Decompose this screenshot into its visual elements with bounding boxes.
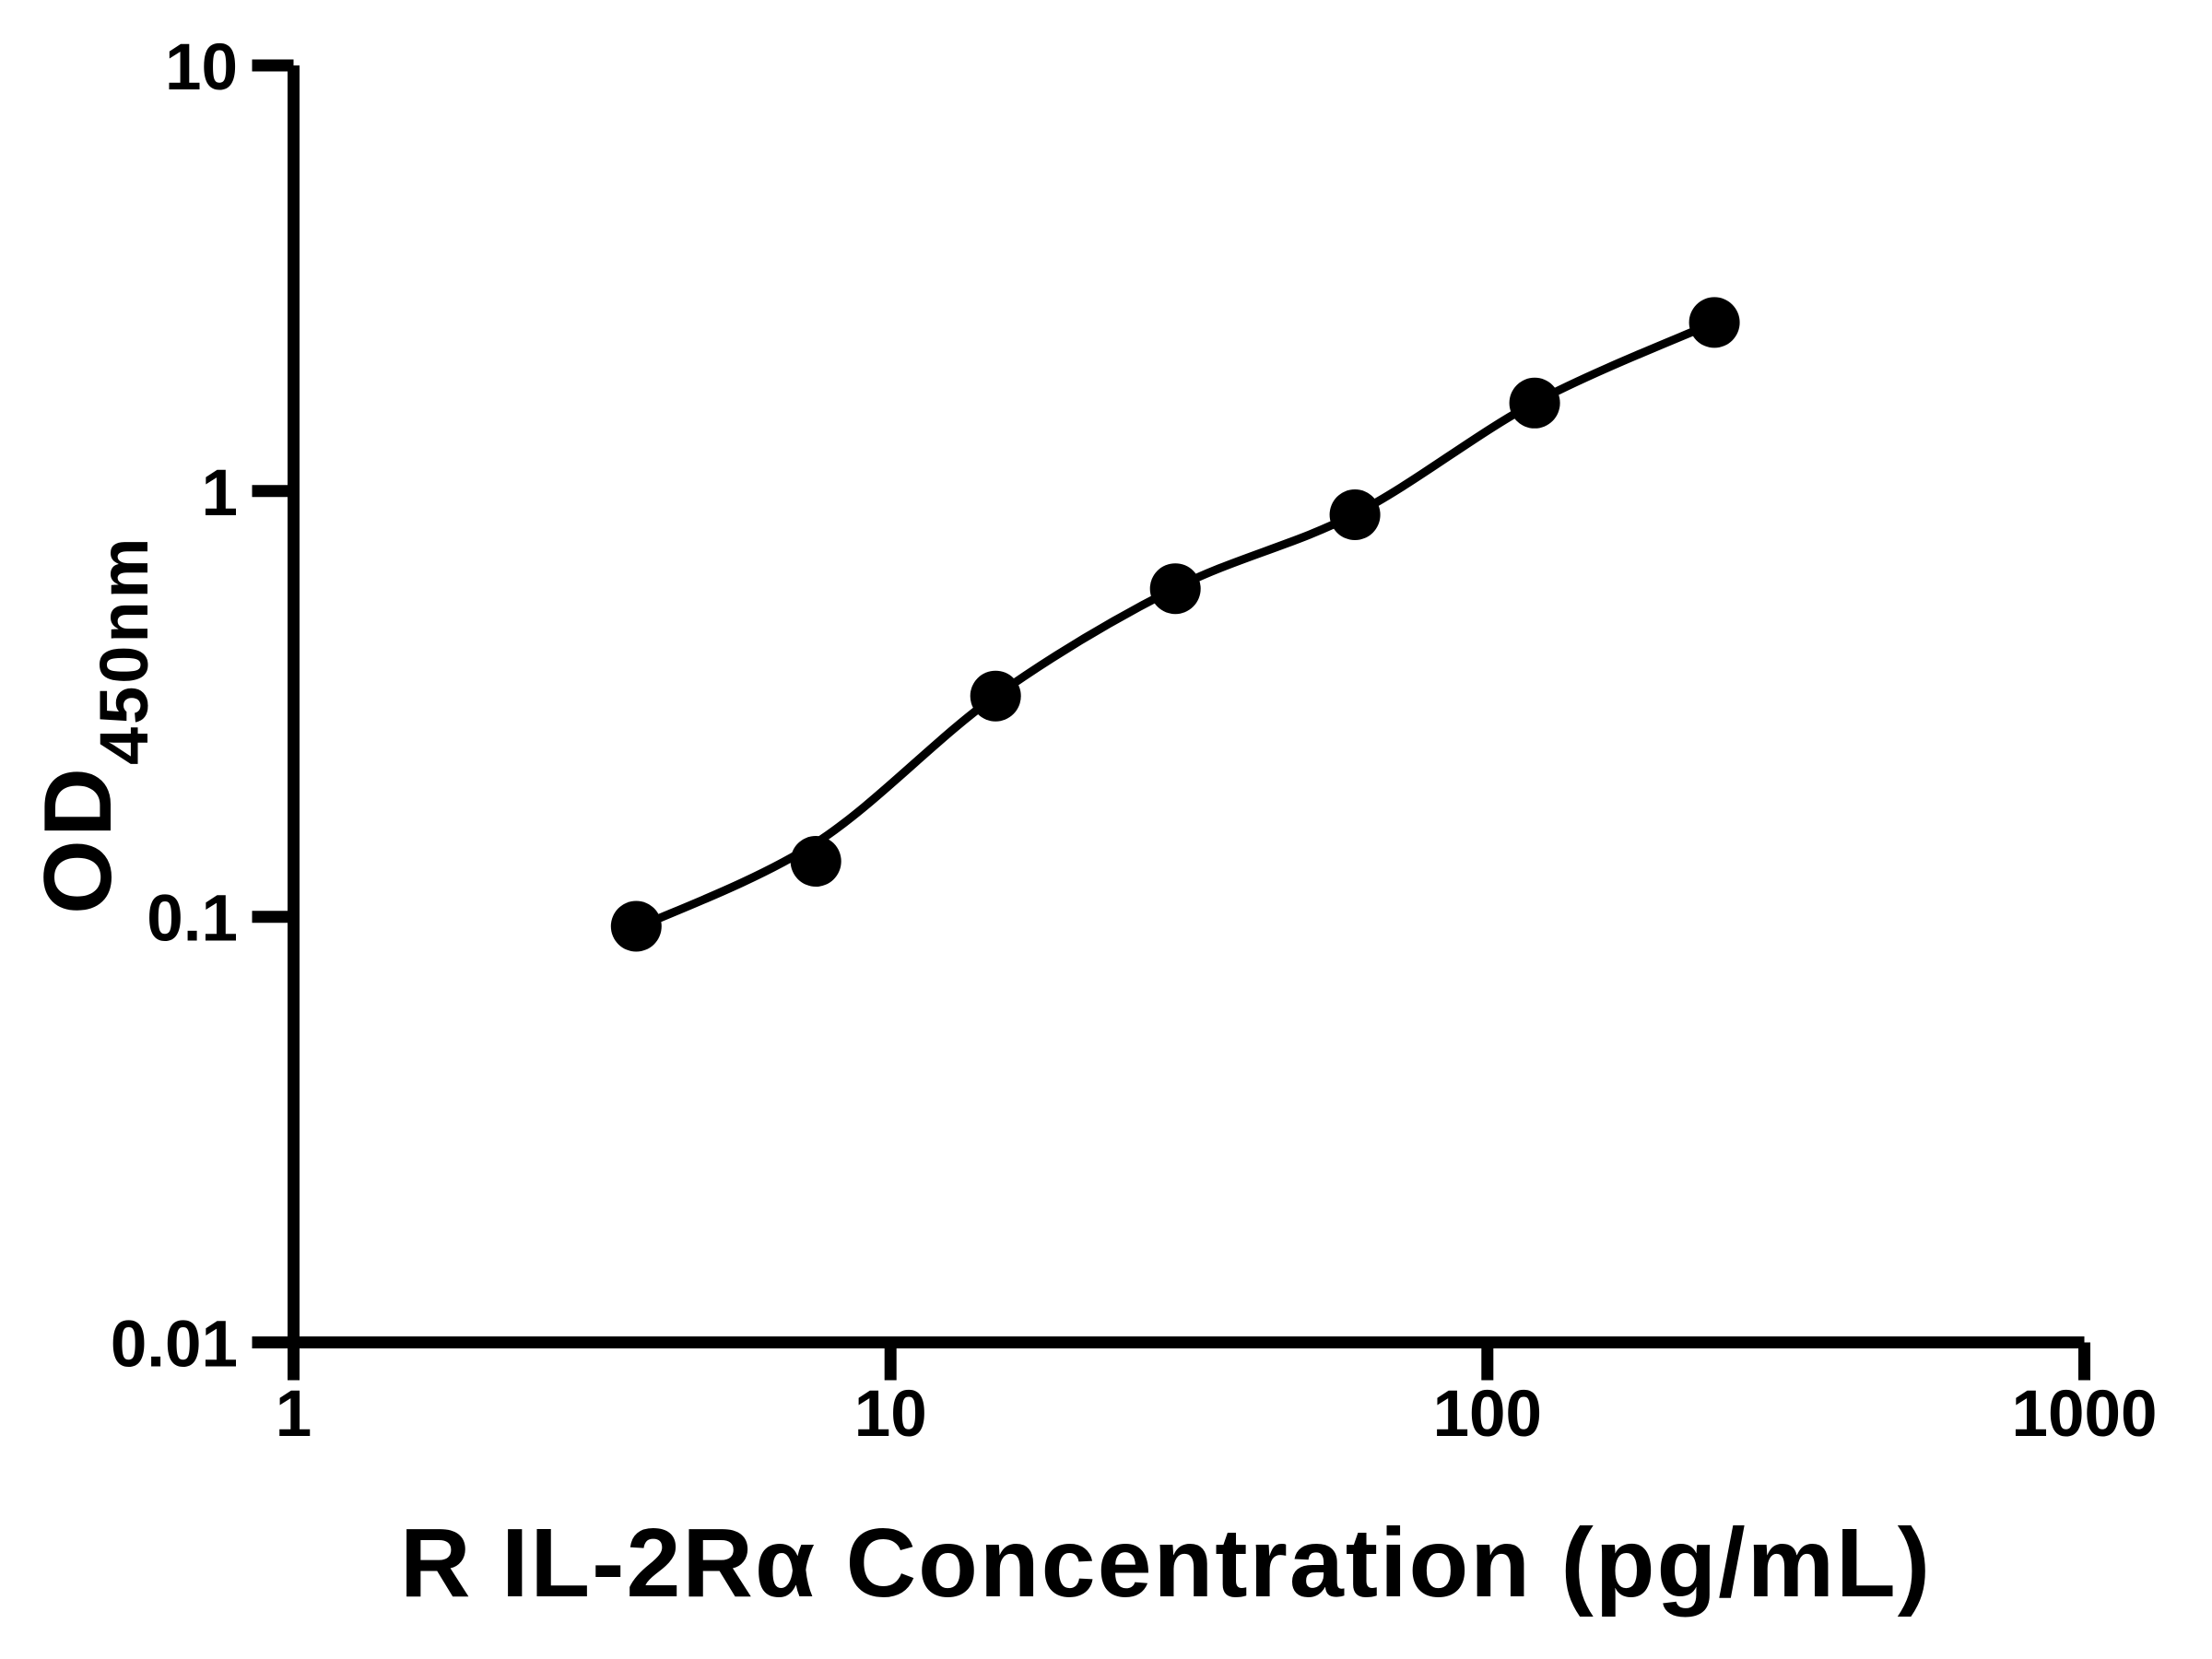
axis-spines	[288, 65, 2085, 1348]
y-tick-label: 0.01	[111, 1309, 238, 1382]
data-point-marker	[1509, 377, 1560, 429]
y-axis-title-subscript: 450nm	[86, 535, 162, 765]
x-tick-label: 1	[276, 1378, 312, 1451]
data-point-marker	[1688, 297, 1740, 348]
data-point-marker	[1149, 563, 1201, 615]
y-tick-label: 10	[165, 31, 238, 104]
x-tick-label: 1000	[2012, 1378, 2158, 1451]
y-tick-label: 0.1	[147, 883, 238, 956]
y-axis-title: OD450nm	[25, 535, 162, 914]
y-axis-title-main: OD	[25, 765, 132, 914]
data-point-marker	[790, 836, 841, 887]
data-point-marker	[970, 670, 1021, 722]
x-tick-label: 10	[854, 1378, 927, 1451]
data-point-marker	[610, 900, 662, 952]
data-point-marker	[1329, 489, 1381, 540]
x-tick-label: 100	[1433, 1378, 1542, 1451]
y-tick-label: 1	[202, 457, 239, 530]
x-axis-title: R IL-2Rα Concentration (pg/mL)	[400, 1509, 1932, 1618]
